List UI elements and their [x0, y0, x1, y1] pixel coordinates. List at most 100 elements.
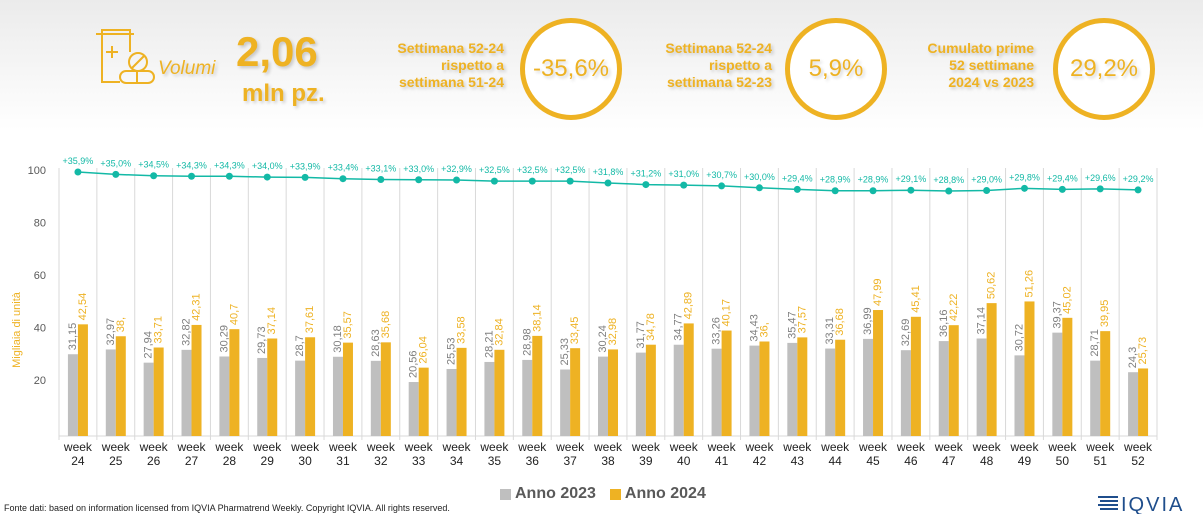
x-tick-label: week	[290, 440, 320, 454]
legend-swatch-2023	[500, 488, 511, 500]
growth-point	[755, 184, 763, 192]
x-tick-label: 40	[677, 454, 691, 468]
x-tick-label: 42	[753, 454, 767, 468]
growth-point	[1020, 184, 1028, 192]
kpi-label-line: 2024 vs 2023	[948, 74, 1034, 90]
bar-label-2024: 32,98	[607, 318, 619, 346]
growth-point	[1134, 186, 1142, 194]
bar-label-2024: 35,68	[380, 311, 392, 339]
x-tick-label: week	[442, 440, 472, 454]
kpi-value: 29,2%	[1069, 55, 1139, 82]
y-axis-title: Migliaia di unità	[11, 291, 23, 368]
x-tick-label: week	[252, 440, 282, 454]
bar-2024	[380, 342, 391, 436]
x-tick-label: 25	[109, 454, 123, 468]
growth-label: +29,4%	[782, 173, 813, 183]
bar-2023	[143, 362, 154, 436]
bar-2024	[910, 316, 921, 436]
kpi-label-line: settimana 52-23	[666, 74, 772, 90]
bar-2023	[1128, 372, 1139, 436]
x-tick-label: 43	[791, 454, 805, 468]
volume-label: Volumi	[158, 58, 216, 79]
bar-label-2024: 37,14	[266, 307, 278, 335]
growth-label: +32,9%	[441, 164, 472, 174]
growth-label: +31,8%	[593, 167, 624, 177]
bar-2023	[673, 344, 684, 436]
x-tick-label: 36	[526, 454, 540, 468]
kpi-header: Volumi 2,06 mln pz. Settimana 52-24 risp…	[0, 0, 1203, 130]
bar-label-2023: 34,43	[748, 314, 760, 342]
bar-2023	[598, 356, 608, 436]
bar-2023	[181, 349, 192, 436]
x-tick-label: week	[479, 440, 509, 454]
growth-point	[793, 185, 801, 193]
x-tick-label: 47	[942, 454, 956, 468]
bar-label-2023: 28,7	[294, 335, 306, 356]
kpi-value: -35,6%	[532, 55, 610, 82]
bar-label-2023: 37,14	[976, 307, 988, 335]
x-tick-label: week	[1085, 440, 1115, 454]
bar-label-2024: 35,57	[342, 311, 354, 339]
bar-2023	[522, 359, 533, 436]
growth-point	[263, 173, 271, 181]
bar-label-2024: 38,	[115, 317, 127, 332]
x-tick-label: week	[1123, 440, 1153, 454]
x-tick-label: week	[101, 440, 131, 454]
x-tick-label: week	[631, 440, 661, 454]
x-tick-label: week	[707, 440, 737, 454]
x-tick-label: 38	[601, 454, 615, 468]
bar-2023	[635, 352, 646, 436]
source-note: Fonte dati: based on information license…	[4, 503, 450, 513]
kpi-circle-cumulative: 29,2%	[1053, 18, 1155, 120]
x-tick-label: 44	[828, 454, 842, 468]
x-tick-label: week	[669, 440, 699, 454]
x-tick-label: 32	[374, 454, 388, 468]
bar-label-2024: 33,45	[569, 317, 581, 345]
kpi-circle-yoy: 5,9%	[785, 18, 887, 120]
x-tick-label: 39	[639, 454, 653, 468]
bar-2023	[1014, 355, 1025, 436]
x-tick-label: week	[404, 440, 434, 454]
growth-label: +28,8%	[933, 175, 964, 185]
y-tick-label: 60	[34, 270, 46, 282]
bar-label-2023: 30,72	[1013, 324, 1025, 352]
x-tick-label: 37	[563, 454, 577, 468]
medicine-pills-icon	[96, 29, 155, 84]
bar-2023	[938, 341, 949, 436]
x-tick-label: 33	[412, 454, 426, 468]
bar-label-2024: 34,78	[645, 313, 657, 341]
bar-label-2024: 50,62	[986, 272, 998, 300]
bar-label-2023: 24,3	[1127, 347, 1139, 368]
growth-label: +28,9%	[820, 175, 851, 185]
bar-label-2024: 37,57	[796, 306, 808, 334]
kpi-label-line: rispetto a	[440, 57, 504, 73]
bar-label-2023: 20,56	[408, 350, 420, 378]
growth-label: +34,3%	[176, 160, 207, 170]
bar-2024	[570, 348, 581, 436]
bar-label-2023: 31,77	[635, 321, 647, 349]
growth-point	[150, 172, 158, 180]
x-tick-label: 35	[488, 454, 502, 468]
kpi-label-line: Settimana 52-24	[665, 40, 772, 56]
bar-2023	[332, 356, 343, 436]
bar-2024	[873, 310, 884, 436]
bar-2024	[267, 338, 278, 436]
bar-label-2024: 40,7	[228, 304, 240, 325]
bar-2024	[153, 347, 164, 436]
bar-label-2023: 28,71	[1089, 329, 1101, 357]
growth-point	[1058, 185, 1066, 193]
growth-label: +29,2%	[1123, 174, 1154, 184]
growth-label: +29,8%	[1009, 172, 1040, 182]
bar-2023	[408, 382, 419, 436]
bar-2023	[446, 368, 457, 436]
kpi-value: 5,9%	[808, 55, 864, 82]
y-tick-label: 20	[34, 375, 46, 387]
growth-label: +33,1%	[365, 163, 396, 173]
growth-point	[339, 175, 347, 183]
legend-item-2024: Anno 2024	[609, 485, 706, 503]
kpi-label-weekly: Settimana 52-24 rispetto a settimana 51-…	[380, 40, 504, 91]
bar-2024	[494, 349, 505, 436]
bar-label-2023: 32,82	[181, 318, 193, 346]
bar-2024	[986, 303, 997, 436]
bar-label-2023: 31,15	[67, 323, 79, 351]
